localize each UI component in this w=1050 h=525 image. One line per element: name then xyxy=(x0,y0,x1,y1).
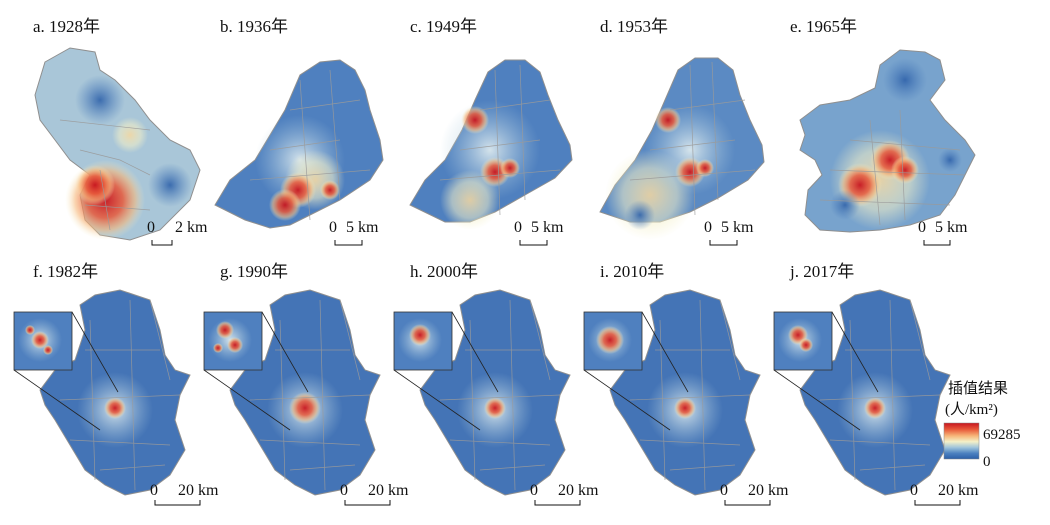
panel-c-scalebar: 0 5 km xyxy=(514,219,564,246)
panel-d-label: d. 1953年 xyxy=(600,17,668,36)
svg-text:5 km: 5 km xyxy=(935,219,968,236)
panel-h-map xyxy=(393,289,571,496)
svg-text:0: 0 xyxy=(150,482,158,499)
svg-text:0: 0 xyxy=(918,219,926,236)
legend-min: 0 xyxy=(983,454,991,470)
svg-text:20 km: 20 km xyxy=(368,482,409,499)
panel-f-map xyxy=(13,289,191,496)
panel-b-map xyxy=(214,59,384,229)
panel-e-map xyxy=(799,49,976,233)
panel-b-scalebar: 0 5 km xyxy=(329,219,379,246)
panel-e-scalebar: 0 5 km xyxy=(918,219,968,246)
svg-text:2 km: 2 km xyxy=(175,219,208,236)
svg-text:20 km: 20 km xyxy=(558,482,599,499)
svg-text:20 km: 20 km xyxy=(748,482,789,499)
svg-text:5 km: 5 km xyxy=(721,219,754,236)
panel-i-label: i. 2010年 xyxy=(600,262,664,281)
svg-text:0: 0 xyxy=(720,482,728,499)
legend-colorbar xyxy=(943,422,980,460)
svg-text:20 km: 20 km xyxy=(938,482,979,499)
panel-f-scalebar: 0 20 km xyxy=(150,482,219,506)
panel-j-map xyxy=(773,289,951,496)
panel-a-scalebar: 0 2 km xyxy=(147,219,208,246)
svg-text:0: 0 xyxy=(530,482,538,499)
legend: 插值结果 (人/km²) 69285 0 xyxy=(943,380,1021,470)
panel-f-label: f. 1982年 xyxy=(33,262,98,281)
panel-g-label: g. 1990年 xyxy=(220,262,288,281)
panel-j-scalebar: 0 20 km xyxy=(910,482,979,506)
svg-text:5 km: 5 km xyxy=(531,219,564,236)
svg-text:0: 0 xyxy=(910,482,918,499)
svg-text:0: 0 xyxy=(329,219,337,236)
panel-h-label: h. 2000年 xyxy=(410,262,478,281)
panel-i-scalebar: 0 20 km xyxy=(720,482,789,506)
svg-text:0: 0 xyxy=(340,482,348,499)
panel-j-label: j. 2017年 xyxy=(789,262,854,281)
panel-i-map xyxy=(583,289,761,496)
svg-text:0: 0 xyxy=(704,219,712,236)
svg-text:20 km: 20 km xyxy=(178,482,219,499)
panel-d-scalebar: 0 5 km xyxy=(704,219,754,246)
legend-max: 69285 xyxy=(983,427,1021,443)
legend-title: 插值结果 xyxy=(948,380,1008,397)
panel-d-map xyxy=(599,57,765,240)
panel-a-label: a. 1928年 xyxy=(33,17,100,36)
svg-text:5 km: 5 km xyxy=(346,219,379,236)
svg-text:0: 0 xyxy=(147,219,155,236)
panel-c-label: c. 1949年 xyxy=(410,17,477,36)
panel-a-map xyxy=(34,47,201,241)
legend-unit: (人/km²) xyxy=(945,401,998,418)
panel-e-label: e. 1965年 xyxy=(790,17,857,36)
panel-h-scalebar: 0 20 km xyxy=(530,482,599,506)
panel-g-map xyxy=(203,289,381,496)
panel-b-label: b. 1936年 xyxy=(220,17,288,36)
svg-text:0: 0 xyxy=(514,219,522,236)
panel-g-scalebar: 0 20 km xyxy=(340,482,409,506)
panel-c-map xyxy=(409,59,573,230)
